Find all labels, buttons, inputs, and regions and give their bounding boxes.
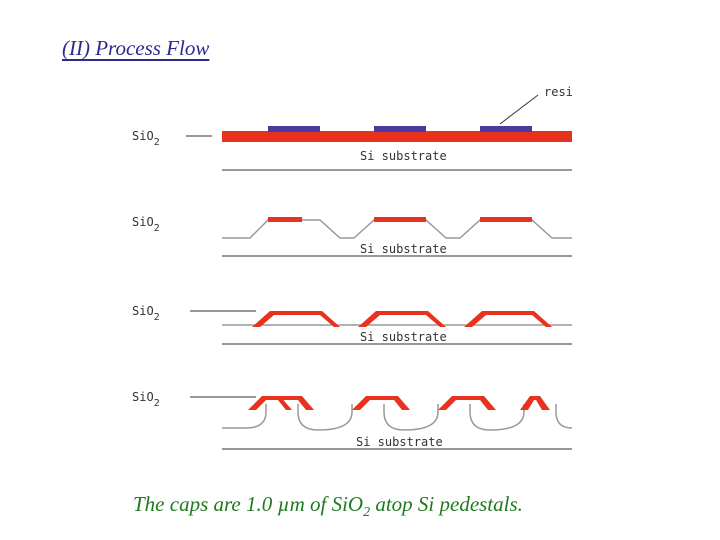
oxide-mesa xyxy=(252,311,340,327)
oxide-label: SiO2 xyxy=(132,129,160,148)
step-4: SiO2 Si substrate xyxy=(132,390,573,450)
oxide-cap xyxy=(520,396,550,410)
page-title: (II) Process Flow xyxy=(62,36,210,60)
caption: The caps are 1.0 µm of SiO2 atop Si pede… xyxy=(133,492,523,521)
oxide-cap xyxy=(276,396,314,410)
oxide-label: SiO2 xyxy=(132,390,160,409)
substrate-label: Si substrate xyxy=(360,149,447,163)
oxide-mesa xyxy=(358,311,446,327)
step-3: SiO2 Si substrate xyxy=(132,304,572,345)
oxide-cap xyxy=(268,217,302,222)
resist-leader-line xyxy=(499,94,539,125)
oxide-cap xyxy=(438,396,496,410)
resist-pad xyxy=(480,126,532,132)
oxide-cap xyxy=(374,217,426,222)
resist-pad xyxy=(268,126,320,132)
oxide-cap xyxy=(480,217,532,222)
oxide-label: SiO2 xyxy=(132,304,160,323)
substrate-label: Si substrate xyxy=(356,435,443,449)
oxide-mesa xyxy=(464,311,552,327)
oxide-cap xyxy=(352,396,410,410)
oxide-layer xyxy=(222,131,572,142)
step-2: SiO2 Si substrate xyxy=(132,215,572,257)
substrate-label: Si substrate xyxy=(360,242,447,256)
mu-symbol: µ xyxy=(277,492,290,516)
undercut-pedestal-profile xyxy=(222,404,573,431)
substrate-label: Si substrate xyxy=(360,330,447,344)
resist-label: resi xyxy=(544,85,573,99)
oxide-label: SiO2 xyxy=(132,215,160,234)
resist-pad xyxy=(374,126,426,132)
etched-surface-profile xyxy=(222,219,572,239)
step-1: SiO2 resi Si substrate xyxy=(132,85,573,171)
